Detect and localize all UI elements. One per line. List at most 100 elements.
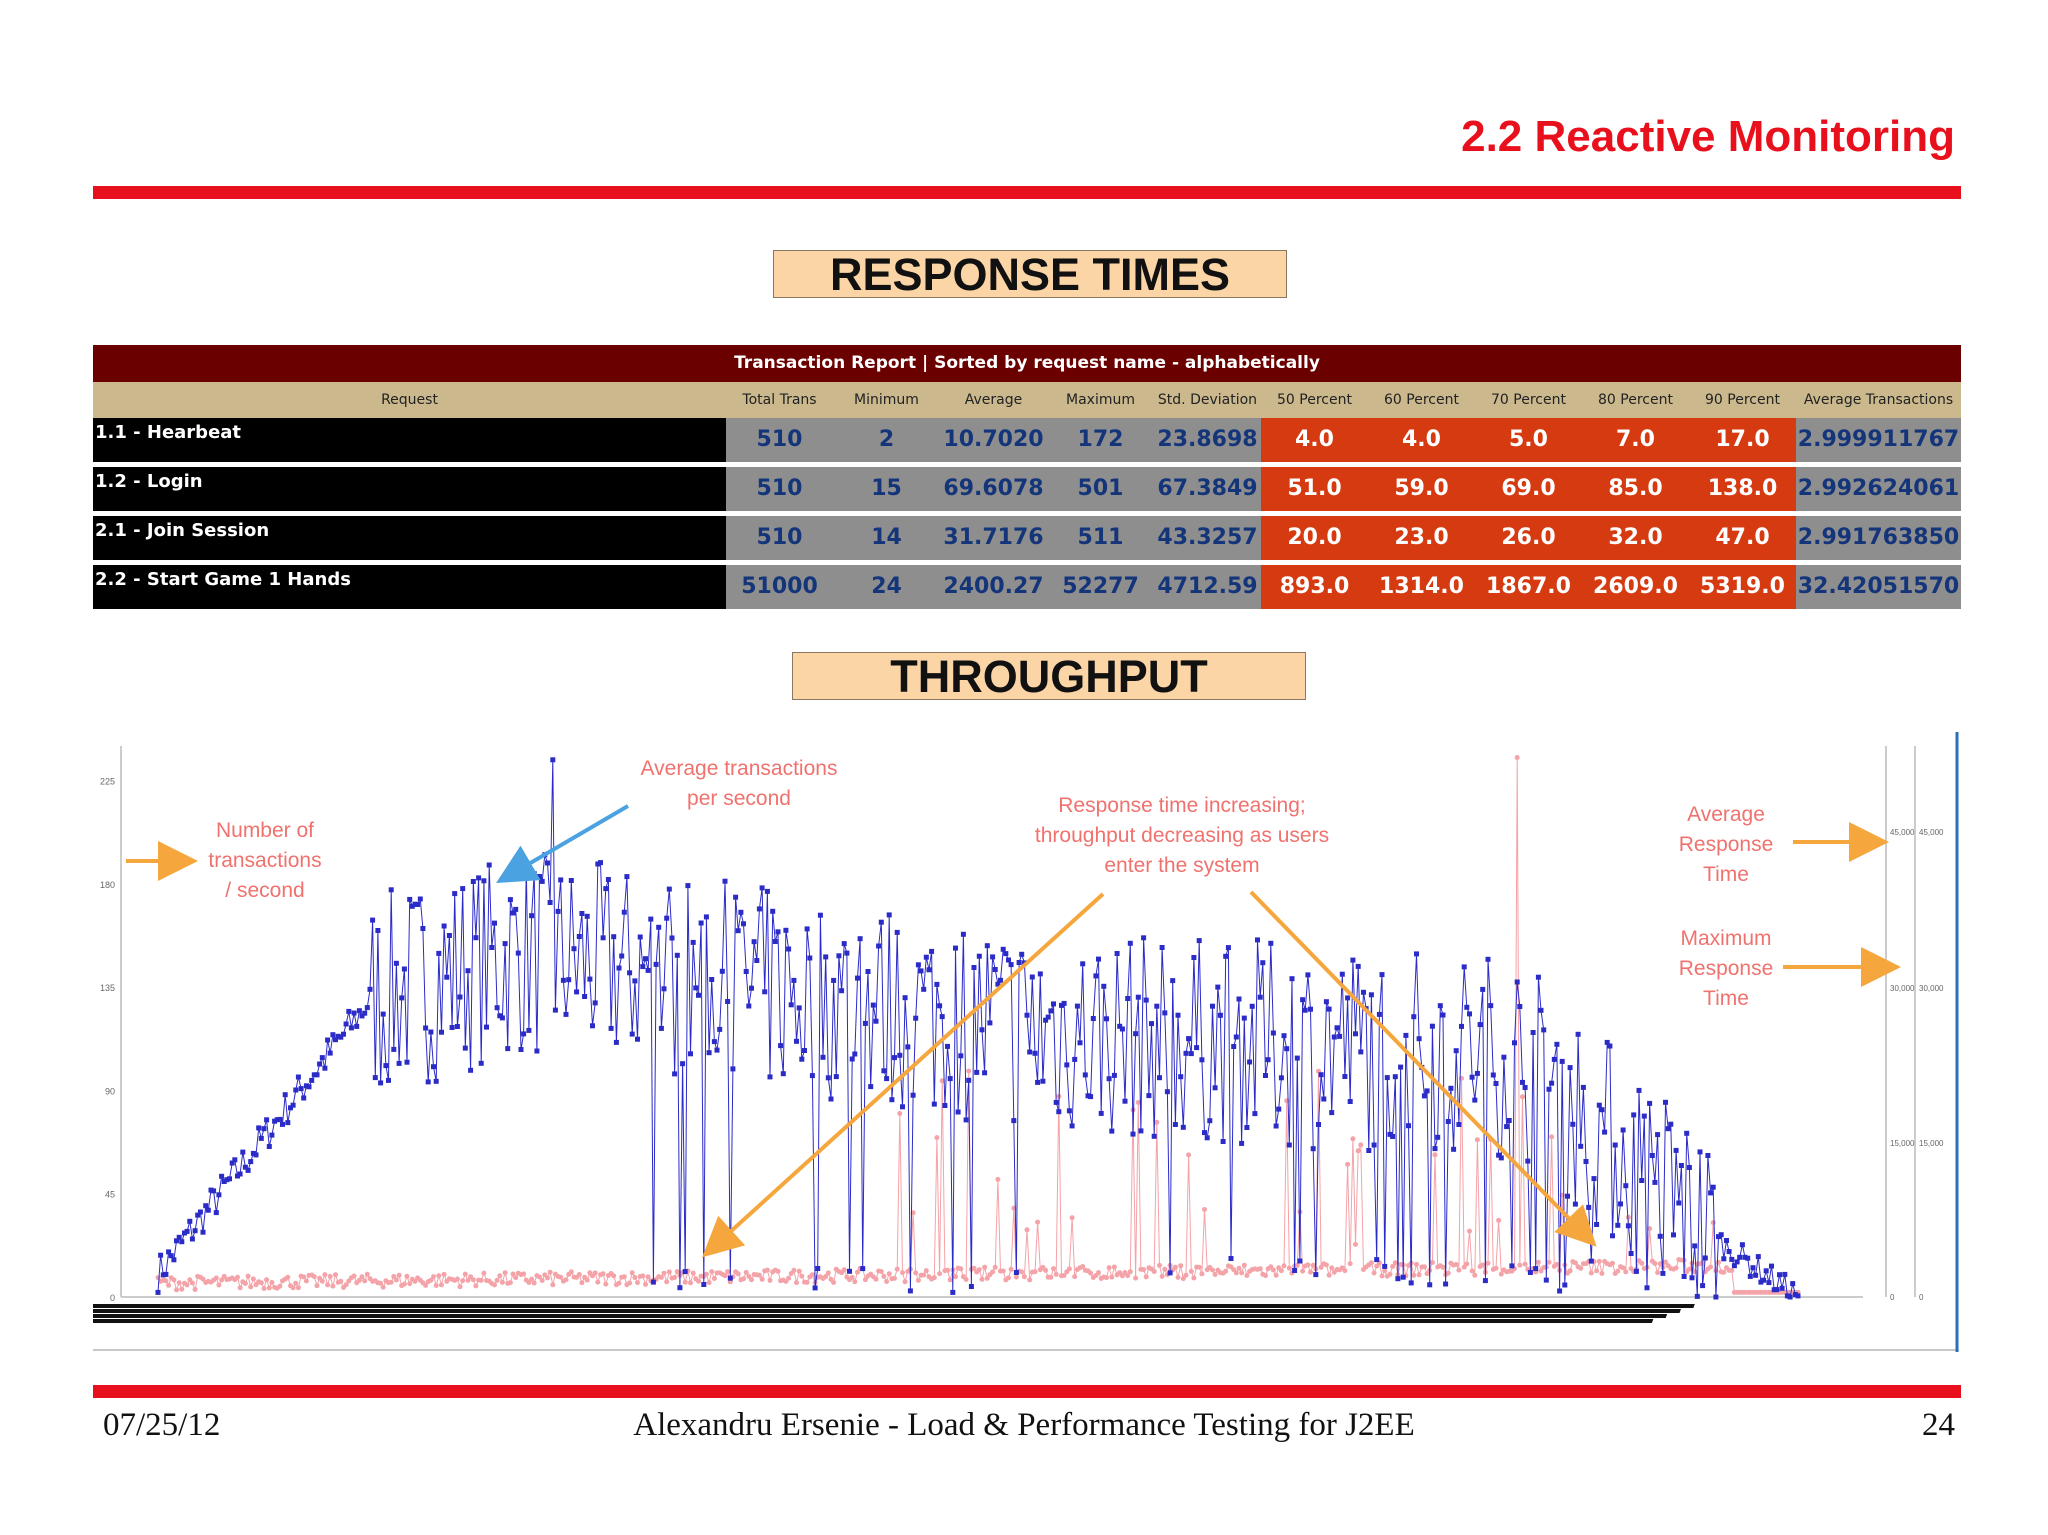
data-point bbox=[327, 1273, 333, 1279]
data-point bbox=[197, 1209, 203, 1215]
data-point bbox=[884, 1076, 890, 1082]
data-point bbox=[1673, 1147, 1679, 1153]
data-point bbox=[1403, 1032, 1409, 1038]
data-point bbox=[603, 1281, 609, 1287]
data-point bbox=[494, 1277, 500, 1283]
data-point bbox=[1538, 1007, 1544, 1013]
request-name-cell: 1.1 - Hearbeat bbox=[93, 418, 726, 462]
data-point bbox=[1588, 1270, 1594, 1276]
data-point bbox=[1019, 1269, 1025, 1275]
data-point bbox=[1493, 1265, 1499, 1271]
data-point bbox=[507, 897, 513, 903]
data-point bbox=[931, 1101, 937, 1107]
data-point bbox=[1141, 935, 1147, 941]
data-point bbox=[550, 757, 556, 763]
data-point bbox=[1355, 963, 1361, 969]
data-point bbox=[1509, 1263, 1515, 1269]
table-cell: 5319.0 bbox=[1689, 565, 1796, 609]
data-point bbox=[1678, 1163, 1684, 1168]
data-point bbox=[563, 1011, 569, 1017]
table-cell: 2.991763850 bbox=[1796, 516, 1961, 560]
data-point bbox=[1135, 1100, 1141, 1105]
data-point bbox=[892, 1055, 897, 1061]
data-point bbox=[741, 921, 746, 927]
data-point bbox=[1085, 1093, 1091, 1099]
data-point bbox=[1705, 1153, 1711, 1158]
data-point bbox=[939, 1078, 945, 1084]
data-point bbox=[370, 917, 376, 923]
data-point bbox=[982, 1070, 988, 1076]
data-point bbox=[1739, 1242, 1745, 1248]
data-point bbox=[1188, 1051, 1194, 1057]
data-point bbox=[1109, 1274, 1115, 1280]
data-point bbox=[992, 1264, 998, 1270]
data-point bbox=[211, 1188, 217, 1194]
data-point bbox=[1217, 1012, 1223, 1018]
table-cell: 31.7176 bbox=[940, 516, 1047, 560]
data-point bbox=[1726, 1249, 1732, 1254]
data-point bbox=[1119, 1026, 1125, 1032]
data-point bbox=[1255, 937, 1260, 943]
data-point bbox=[815, 1266, 821, 1271]
data-point bbox=[1734, 1259, 1740, 1265]
data-point bbox=[764, 1267, 770, 1273]
data-point bbox=[950, 1289, 956, 1295]
data-point bbox=[1559, 1058, 1565, 1064]
data-point bbox=[441, 923, 447, 929]
data-point bbox=[1774, 1287, 1780, 1293]
data-point bbox=[894, 1266, 900, 1272]
data-point bbox=[526, 1280, 532, 1285]
data-point bbox=[611, 934, 617, 940]
table-cell: 32.42051570 bbox=[1796, 565, 1961, 609]
data-point bbox=[462, 1045, 468, 1051]
table-row: 1.2 - Login 510 15 69.6078 501 67.3849 51.0 59.… bbox=[93, 467, 1961, 511]
annotation-response-time-increasing: Response time increasing; throughput dec… bbox=[1035, 794, 1329, 877]
data-point bbox=[1186, 1152, 1192, 1158]
data-point bbox=[1133, 1275, 1139, 1281]
data-point bbox=[1551, 1056, 1557, 1062]
data-point bbox=[256, 1125, 262, 1131]
y-tick-label: 135 bbox=[100, 983, 115, 993]
data-point bbox=[1615, 1268, 1621, 1274]
data-point bbox=[1557, 1288, 1563, 1294]
data-point bbox=[298, 1086, 304, 1092]
data-point bbox=[171, 1277, 177, 1283]
y-right-axis-ticks: 45,000 45,000 30,000 30,000 15,000 15,000 0 0 bbox=[1890, 828, 1944, 1302]
data-point bbox=[600, 935, 606, 941]
table-cell: 893.0 bbox=[1261, 565, 1368, 609]
data-point bbox=[953, 945, 958, 951]
data-point bbox=[1305, 1262, 1311, 1268]
data-point bbox=[1172, 1264, 1178, 1270]
data-point bbox=[1480, 986, 1486, 992]
data-point bbox=[1392, 1074, 1398, 1080]
data-point bbox=[1594, 1222, 1600, 1227]
data-point bbox=[1006, 1275, 1011, 1281]
data-point bbox=[1371, 1142, 1377, 1148]
data-point bbox=[378, 1280, 384, 1286]
footer-page-number: 24 bbox=[1922, 1407, 1955, 1443]
data-point bbox=[1127, 940, 1133, 946]
data-point bbox=[253, 1152, 259, 1158]
data-point bbox=[1003, 951, 1009, 957]
data-point bbox=[261, 1286, 267, 1291]
data-point bbox=[380, 1011, 386, 1017]
data-point bbox=[499, 1279, 505, 1285]
data-point bbox=[852, 1279, 858, 1285]
data-point bbox=[992, 967, 998, 972]
svg-text:per second: per second bbox=[687, 787, 791, 810]
data-point bbox=[494, 1005, 500, 1011]
data-point bbox=[1517, 1004, 1523, 1009]
arrow-response-left bbox=[702, 892, 1105, 1258]
data-point bbox=[809, 1073, 815, 1079]
data-point bbox=[1522, 1261, 1528, 1267]
data-point bbox=[399, 995, 405, 1001]
data-point bbox=[1270, 1267, 1276, 1273]
data-point bbox=[1024, 1012, 1030, 1018]
data-point bbox=[1416, 1272, 1422, 1278]
data-point bbox=[237, 1171, 243, 1177]
y-right-tick-label: 30,000 bbox=[1919, 984, 1944, 993]
data-point bbox=[1763, 1268, 1769, 1274]
data-point bbox=[1761, 1277, 1767, 1283]
table-cell: 20.0 bbox=[1261, 516, 1368, 560]
data-point bbox=[1244, 1273, 1250, 1278]
